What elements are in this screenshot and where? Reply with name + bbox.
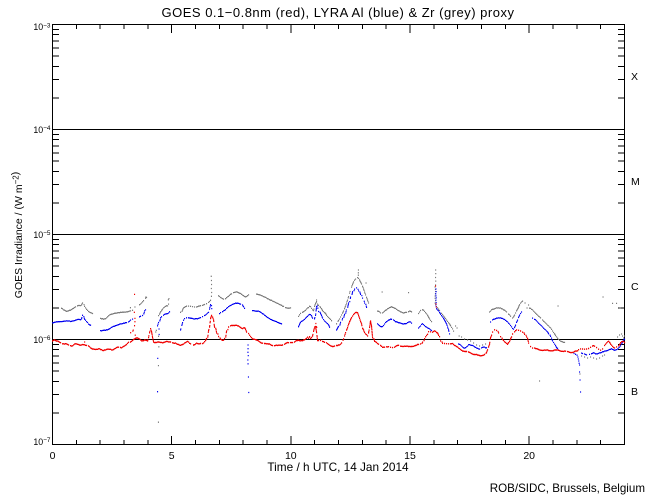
svg-text:20: 20	[523, 450, 535, 462]
svg-text:10: 10	[285, 450, 297, 462]
svg-text:15: 15	[404, 450, 416, 462]
svg-text:10−5: 10−5	[33, 230, 51, 240]
svg-text:C: C	[631, 281, 639, 293]
svg-text:5: 5	[169, 450, 175, 462]
svg-text:10−7: 10−7	[33, 437, 51, 447]
svg-text:10−4: 10−4	[33, 125, 51, 135]
svg-text:X: X	[631, 71, 638, 83]
svg-text:ROB/SIDC, Brussels, Belgium: ROB/SIDC, Brussels, Belgium	[490, 482, 645, 495]
svg-text:0: 0	[50, 450, 56, 462]
svg-text:10−3: 10−3	[33, 22, 51, 32]
svg-text:10−6: 10−6	[33, 335, 51, 345]
svg-text:GOES Irradiance / (W m−2): GOES Irradiance / (W m−2)	[10, 172, 26, 298]
svg-text:B: B	[631, 386, 638, 398]
svg-text:M: M	[631, 176, 640, 188]
svg-text:Time / h UTC, 14 Jan 2014: Time / h UTC, 14 Jan 2014	[267, 460, 409, 474]
svg-text:GOES 0.1−0.8nm (red), LYRA Al: GOES 0.1−0.8nm (red), LYRA Al (blue) & Z…	[162, 5, 515, 20]
